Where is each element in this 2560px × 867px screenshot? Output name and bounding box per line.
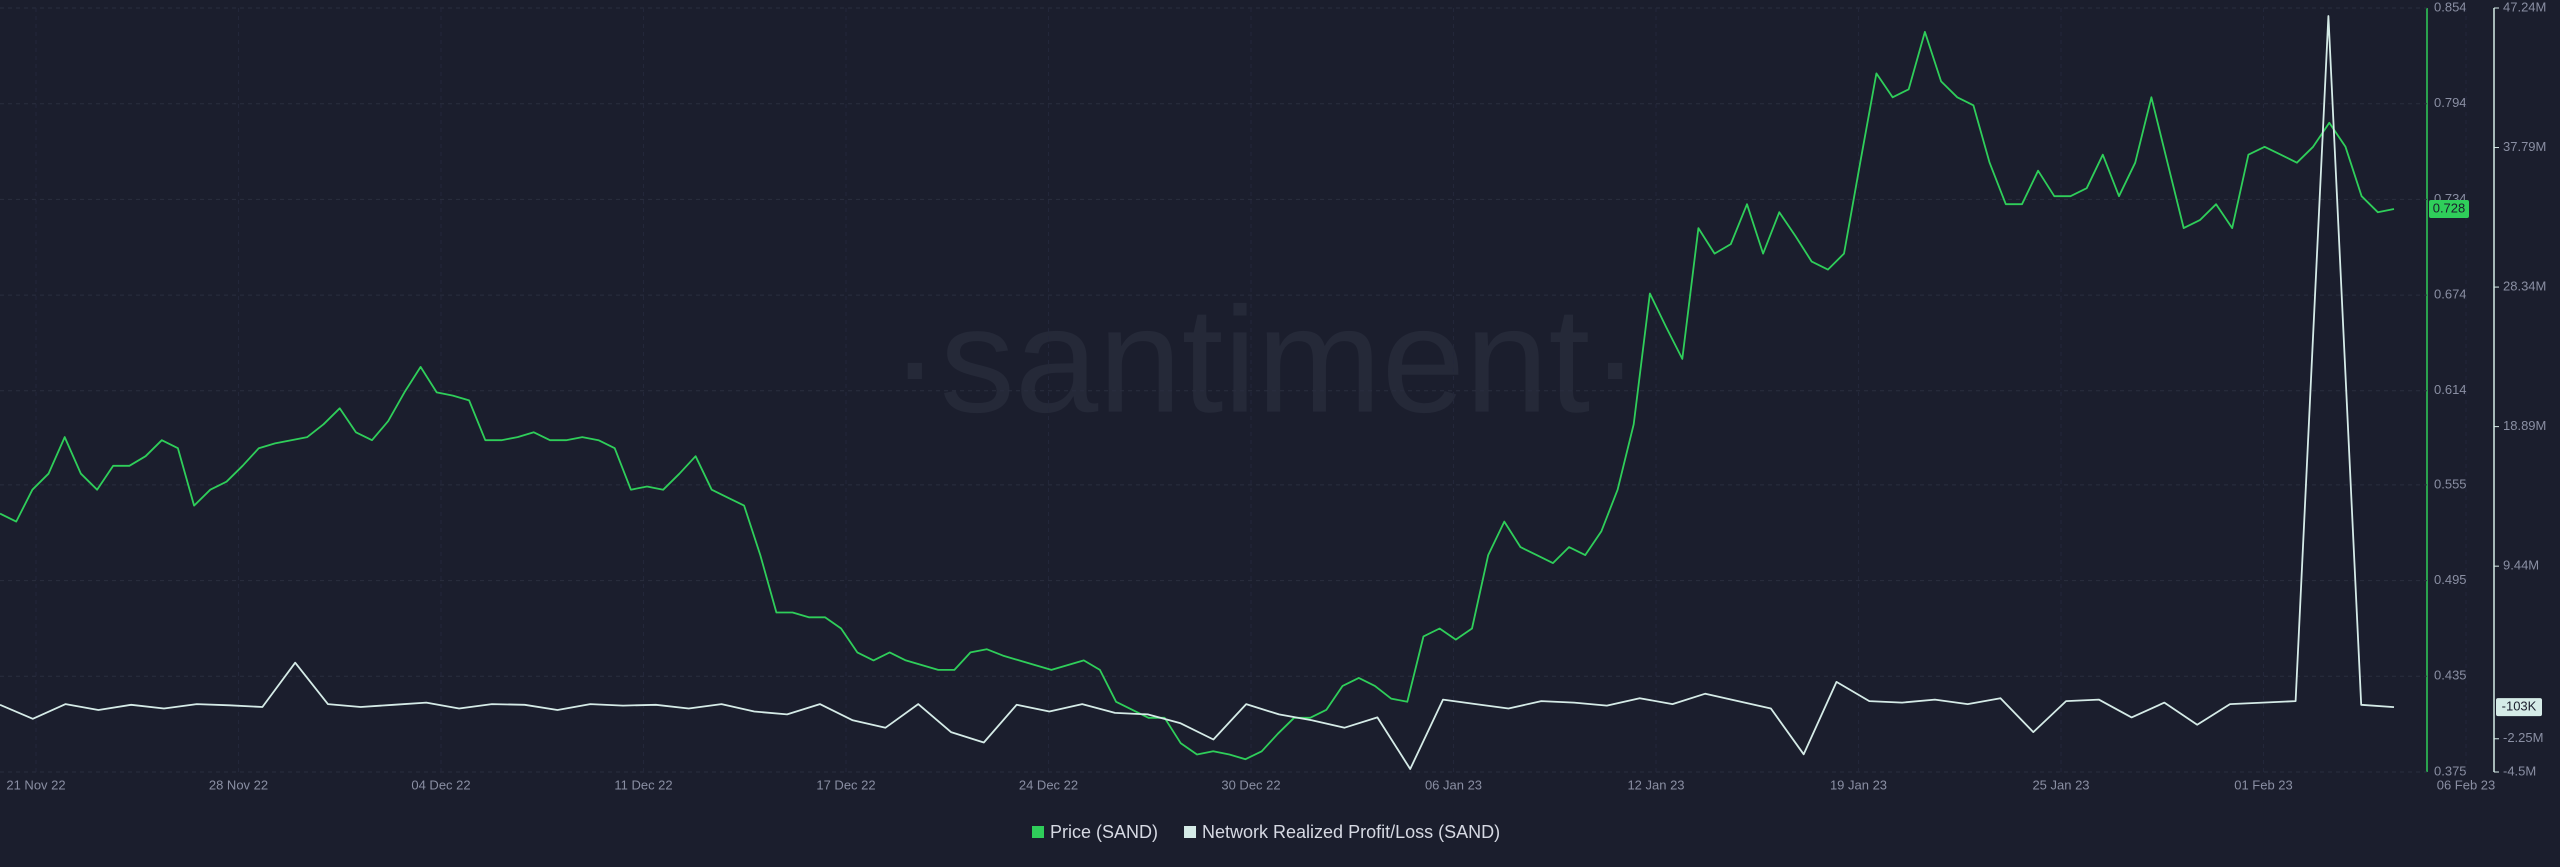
x-tick-label: 11 Dec 22 xyxy=(614,777,672,792)
watermark: ·santiment· xyxy=(890,276,1640,444)
y-tick-label: 0.495 xyxy=(2434,572,2467,587)
y-tick-label: 0.674 xyxy=(2434,287,2467,302)
x-tick-label: 06 Jan 23 xyxy=(1425,777,1482,792)
y2-tick-label: 9.44M xyxy=(2503,558,2539,573)
y-tick-label: 0.555 xyxy=(2434,476,2467,491)
x-tick-label: 19 Jan 23 xyxy=(1830,777,1887,792)
x-tick-label: 25 Jan 23 xyxy=(2032,777,2089,792)
y2-tick-label: -2.25M xyxy=(2503,730,2543,745)
current-value-label: 0.728 xyxy=(2433,200,2466,215)
y2-tick-label: 18.89M xyxy=(2503,418,2546,433)
y2-tick-label: 37.79M xyxy=(2503,139,2546,154)
series-line xyxy=(0,31,2395,761)
x-tick-label: 06 Feb 23 xyxy=(2437,777,2496,792)
x-tick-label: 24 Dec 22 xyxy=(1019,777,1078,792)
legend: Price (SAND) Network Realized Profit/Loss… xyxy=(1032,822,1500,842)
x-tick-label: 01 Feb 23 xyxy=(2234,777,2293,792)
legend-label: Price (SAND) xyxy=(1050,822,1158,842)
current-value-badge xyxy=(2429,199,2469,218)
x-tick-label: 17 Dec 22 xyxy=(816,777,875,792)
legend-swatch xyxy=(1032,826,1044,838)
x-tick-label: 21 Nov 22 xyxy=(6,777,65,792)
legend-swatch xyxy=(1184,826,1197,838)
x-tick-label: 12 Jan 23 xyxy=(1627,777,1684,792)
current-value-badge xyxy=(2496,698,2542,717)
legend-label: Network Realized Profit/Loss (SAND) xyxy=(1202,822,1500,842)
x-tick-label: 30 Dec 22 xyxy=(1221,777,1280,792)
series-line xyxy=(0,15,2395,770)
x-tick-label: 04 Dec 22 xyxy=(411,777,470,792)
y-tick-label: 0.435 xyxy=(2434,668,2467,683)
y-tick-label: 0.854 xyxy=(2434,0,2467,14)
y2-tick-label: -4.5M xyxy=(2503,763,2536,778)
y2-tick-label: 28.34M xyxy=(2503,279,2546,294)
y-tick-label: 0.614 xyxy=(2434,382,2467,397)
x-tick-label: 28 Nov 22 xyxy=(209,777,268,792)
y-tick-label: 0.375 xyxy=(2434,763,2467,778)
y-tick-label: 0.794 xyxy=(2434,95,2467,110)
current-value-label: -103K xyxy=(2502,699,2537,714)
y2-tick-label: 47.24M xyxy=(2503,0,2546,14)
